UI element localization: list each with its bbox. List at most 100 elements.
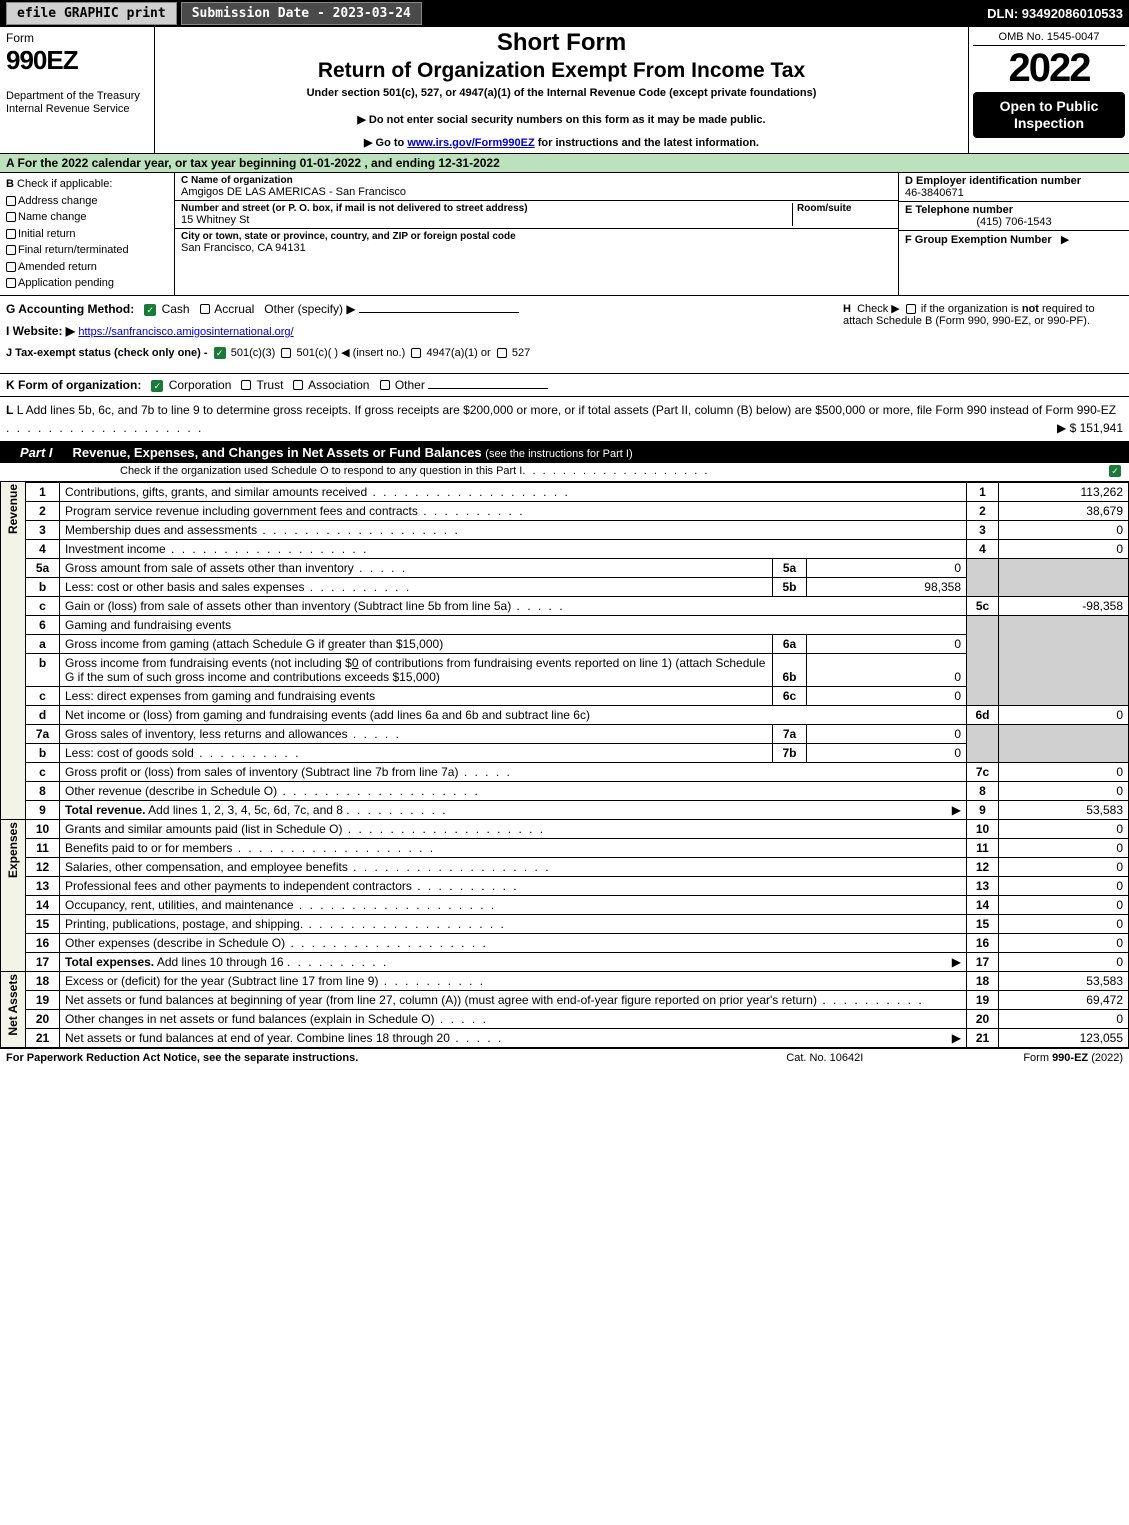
line-num: 9	[26, 800, 60, 819]
department-label: Department of the Treasury Internal Reve…	[6, 90, 148, 115]
dots	[6, 421, 203, 435]
checkbox-amended-return[interactable]	[6, 262, 16, 272]
checkbox-final-return[interactable]	[6, 245, 16, 255]
sub-line-value: 0	[807, 724, 967, 743]
checkbox-name-change[interactable]	[6, 212, 16, 222]
website-link[interactable]: https://sanfrancisco.amigosinternational…	[78, 326, 293, 338]
checkbox-application-pending[interactable]	[6, 278, 16, 288]
checkbox-trust[interactable]	[241, 380, 251, 390]
footer-right-post: (2022)	[1088, 1052, 1123, 1064]
dots	[435, 1012, 488, 1026]
checkbox-schedule-o-checked[interactable]: ✓	[1109, 465, 1121, 477]
city-label: City or town, state or province, country…	[181, 231, 892, 242]
line-ref: 2	[967, 501, 999, 520]
line-desc: Less: cost of goods sold	[60, 743, 773, 762]
k-label: K Form of organization:	[6, 378, 141, 392]
line-value: 123,055	[999, 1028, 1129, 1047]
vlabel-expenses: Expenses	[1, 819, 26, 971]
greyed-cell	[967, 558, 999, 596]
form-table: Revenue 1 Contributions, gifts, grants, …	[0, 482, 1129, 1048]
row-k-form-of-org: K Form of organization: ✓ Corporation Tr…	[0, 373, 1129, 396]
checkbox-corporation-checked[interactable]: ✓	[151, 380, 163, 392]
line-value: 0	[999, 819, 1129, 838]
irs-link[interactable]: www.irs.gov/Form990EZ	[407, 137, 534, 149]
part-1-title: Revenue, Expenses, and Changes in Net As…	[67, 442, 639, 463]
arrow-icon: ▶	[1055, 234, 1070, 246]
checkbox-501c[interactable]	[281, 348, 291, 358]
greyed-cell	[999, 724, 1129, 762]
line-desc: Benefits paid to or for members	[60, 838, 967, 857]
greyed-cell	[967, 615, 999, 705]
checkbox-other-org[interactable]	[380, 380, 390, 390]
line-num: 18	[26, 971, 60, 990]
open-to-public: Open to Public Inspection	[973, 92, 1125, 138]
line-num: c	[26, 762, 60, 781]
checkbox-cash-checked[interactable]: ✓	[144, 304, 156, 316]
efile-print-button[interactable]: efile GRAPHIC print	[6, 2, 177, 25]
j-501c3: 501(c)(3)	[231, 347, 276, 359]
line-desc-amount: 0	[352, 656, 359, 670]
checkbox-501c3-checked[interactable]: ✓	[214, 347, 226, 359]
part-1-title-text: Revenue, Expenses, and Changes in Net As…	[73, 445, 482, 460]
sub-line-value: 0	[807, 686, 967, 705]
table-row: b Gross income from fundraising events (…	[1, 653, 1129, 686]
k-other: Other	[395, 378, 425, 392]
checkbox-527[interactable]	[497, 348, 507, 358]
line-desc: Gross profit or (loss) from sales of inv…	[60, 762, 967, 781]
table-row: Net Assets 18 Excess or (deficit) for th…	[1, 971, 1129, 990]
org-name-label: C Name of organization	[181, 175, 892, 186]
line-h-schedule-b: H Check ▶ if the organization is not req…	[823, 302, 1123, 367]
checkbox-accrual[interactable]	[200, 304, 210, 314]
cb-label-3: Final return/terminated	[18, 244, 129, 256]
l-text: L Add lines 5b, 6c, and 7b to line 9 to …	[17, 403, 1116, 417]
line-desc-text: Gain or (loss) from sale of assets other…	[65, 599, 565, 613]
table-row: 16 Other expenses (describe in Schedule …	[1, 933, 1129, 952]
checkbox-association[interactable]	[293, 380, 303, 390]
line-desc: Gross income from fundraising events (no…	[60, 653, 773, 686]
checkbox-4947[interactable]	[411, 348, 421, 358]
line-desc-text: Other changes in net assets or fund bala…	[65, 1012, 435, 1026]
line-desc: Gain or (loss) from sale of assets other…	[60, 596, 967, 615]
b-header: B	[6, 178, 14, 190]
header-center: Short Form Return of Organization Exempt…	[155, 27, 969, 153]
omb-number: OMB No. 1545-0047	[973, 31, 1125, 46]
cb-label-4: Amended return	[18, 261, 97, 273]
table-row: 13 Professional fees and other payments …	[1, 876, 1129, 895]
line-desc: Contributions, gifts, grants, and simila…	[60, 482, 967, 501]
k-assoc: Association	[308, 378, 369, 392]
line-desc: Less: cost or other basis and sales expe…	[60, 577, 773, 596]
other-org-input[interactable]	[428, 388, 548, 389]
footer-right: Form 990-EZ (2022)	[1023, 1052, 1123, 1064]
col-d-e-f: D Employer identification number 46-3840…	[899, 173, 1129, 295]
greyed-cell	[999, 615, 1129, 705]
other-specify-label: Other (specify) ▶	[264, 302, 355, 316]
sub-line-value: 0	[807, 634, 967, 653]
dots	[450, 1031, 503, 1045]
line-num: 17	[26, 952, 60, 971]
line-a-tax-year: A For the 2022 calendar year, or tax yea…	[0, 153, 1129, 172]
tax-year: 2022	[973, 50, 1125, 86]
line-desc-text: Other expenses (describe in Schedule O)	[65, 936, 488, 950]
footer-right-bold: 990-EZ	[1052, 1052, 1088, 1064]
row-l-gross-receipts: L L Add lines 5b, 6c, and 7b to line 9 t…	[0, 396, 1129, 441]
checkbox-h-not-required[interactable]	[906, 304, 916, 314]
vlabel-blank	[1, 800, 26, 819]
line-desc: Gaming and fundraising events	[60, 615, 967, 634]
line-num: 2	[26, 501, 60, 520]
goto-post: for instructions and the latest informat…	[535, 137, 759, 149]
table-row: c Gross profit or (loss) from sales of i…	[1, 762, 1129, 781]
line-value: 0	[999, 705, 1129, 724]
city-value: San Francisco, CA 94131	[181, 242, 892, 254]
line-ref: 3	[967, 520, 999, 539]
accrual-label: Accrual	[214, 302, 254, 316]
cb-label-0: Address change	[18, 195, 98, 207]
other-specify-input[interactable]	[359, 312, 519, 313]
table-row: Expenses 10 Grants and similar amounts p…	[1, 819, 1129, 838]
line-value: 0	[999, 781, 1129, 800]
vlabel-revenue-text: Revenue	[6, 484, 20, 534]
line-value: 53,583	[999, 971, 1129, 990]
checkbox-address-change[interactable]	[6, 196, 16, 206]
line-desc-text: Printing, publications, postage, and shi…	[65, 917, 506, 931]
checkbox-initial-return[interactable]	[6, 229, 16, 239]
org-name-value: Amgigos DE LAS AMERICAS - San Francisco	[181, 186, 892, 198]
